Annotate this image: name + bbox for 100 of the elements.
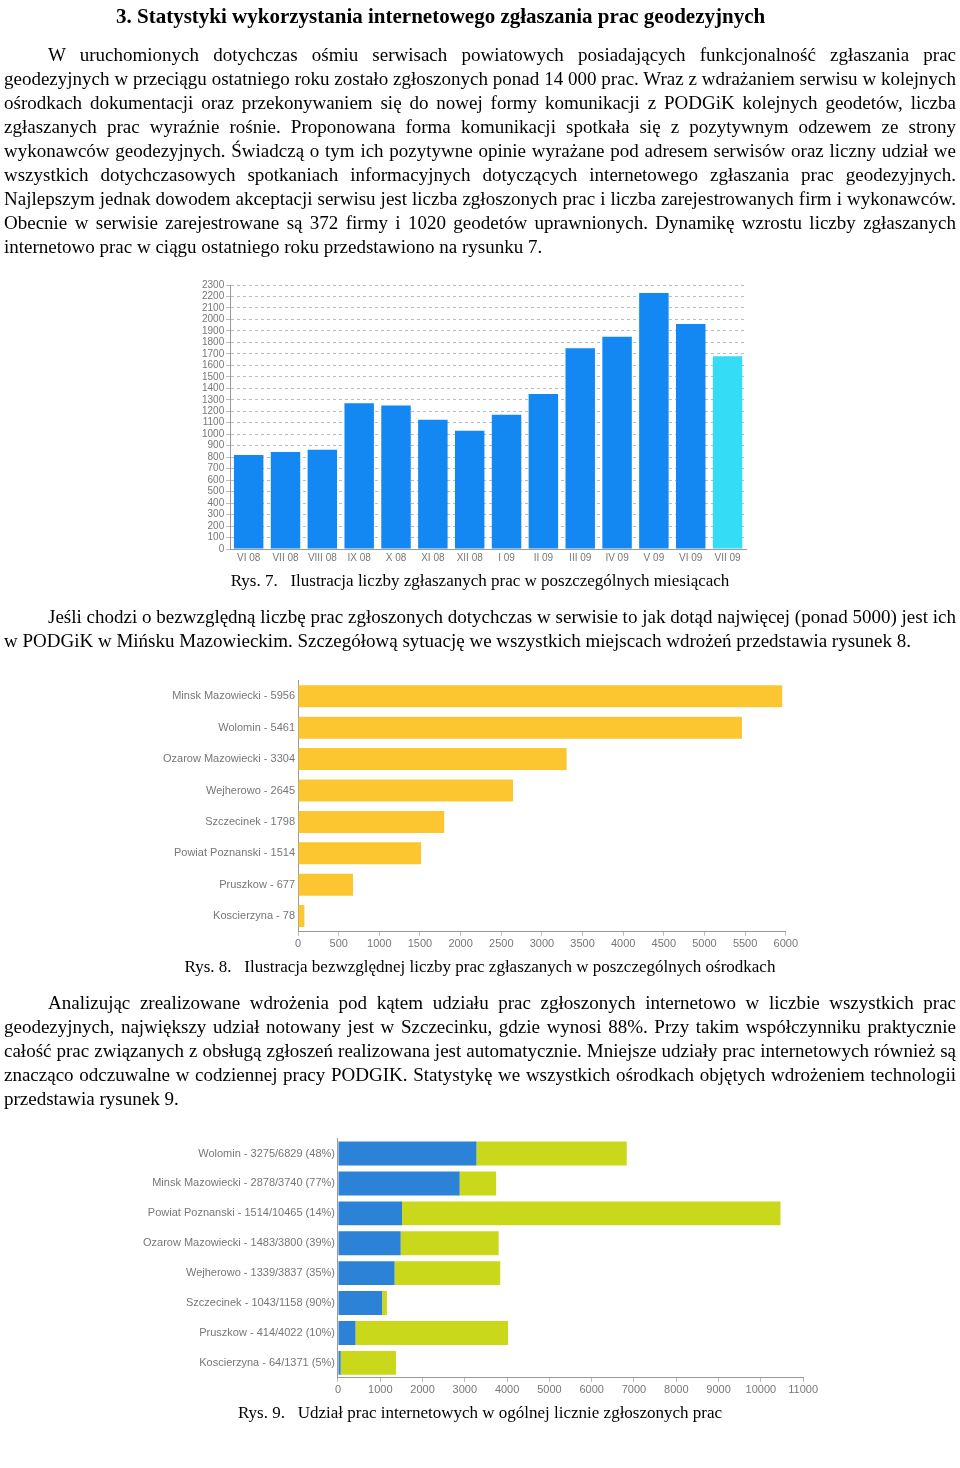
y-tick-label: Wolomin - 5461	[218, 720, 296, 733]
y-tick-label: 900	[207, 439, 225, 451]
y-tick-label: Pruszkow - 414/4022 (10%)	[199, 1325, 335, 1338]
x-tick-label: 1000	[368, 1383, 393, 1396]
bar	[712, 356, 743, 549]
y-tick-label: 2000	[202, 313, 225, 325]
chart-subtitle: Jeśli chodzi o bezwzględną liczbę prac zgłoszonych dotychczas w serwisie to jak dotąd najwięcej (ponad 5000) jest ich w PODGiK w Mińsku Mazowieckim. Szczegółową sytuację we wszystkich miejscach wdrożeń przedstawia rysunek 8.	[4, 605, 956, 653]
y-tick-label: 1900	[202, 324, 225, 336]
bar	[298, 842, 422, 865]
bar	[270, 452, 301, 549]
bar	[338, 1141, 477, 1166]
x-tick-label: 4500	[651, 937, 677, 950]
y-tick-label: Koscierzyna - 78	[213, 909, 296, 922]
x-tick-label: 7000	[621, 1383, 647, 1396]
x-tick-label: V 09	[643, 551, 665, 563]
y-tick-label: 200	[207, 519, 225, 531]
bar	[307, 449, 338, 549]
x-tick-label: 1500	[407, 937, 433, 950]
y-tick-label: Minsk Mazowiecki - 5956	[172, 689, 296, 702]
y-tick-label: Wejherowo - 1339/3837 (35%)	[185, 1266, 335, 1279]
y-tick-label: Koscierzyna - 64/1371 (5%)	[199, 1355, 335, 1368]
bar	[459, 1171, 497, 1196]
y-tick-label: 1600	[202, 359, 225, 371]
bar	[491, 414, 522, 549]
bar	[355, 1320, 509, 1345]
x-tick-label: VIII 08	[307, 551, 338, 563]
y-tick-label: Powiat Poznanski - 1514	[173, 846, 296, 859]
bar	[602, 336, 632, 549]
bar	[233, 454, 264, 549]
bar	[338, 1261, 395, 1286]
bar	[565, 348, 595, 549]
x-tick-label: 4000	[610, 937, 636, 950]
y-tick-label: 1000	[202, 427, 225, 439]
bar	[382, 1291, 387, 1316]
y-tick-label: 800	[207, 450, 225, 462]
x-tick-label: XI 08	[421, 551, 445, 563]
bar	[298, 685, 783, 708]
bar	[639, 293, 669, 549]
y-tick-label: Szczecinek - 1043/1158 (90%)	[185, 1296, 335, 1309]
text: Rys. 8. Ilustracja bezwzględnej liczby prac zgłaszanych w poszczególnych ośrodkach	[183, 957, 777, 977]
y-tick-label: 1100	[202, 416, 225, 428]
x-tick-label: 3000	[529, 937, 555, 950]
y-tick-label: Minsk Mazowiecki - 2878/3740 (77%)	[152, 1176, 335, 1189]
y-tick-label: Ozarow Mazowiecki - 1483/3800 (39%)	[142, 1236, 335, 1249]
x-tick-label: 3000	[452, 1383, 478, 1396]
bar	[298, 716, 742, 739]
y-tick-label: Powiat Poznanski - 1514/10465 (14%)	[147, 1206, 335, 1219]
bar	[298, 779, 514, 802]
y-tick-label: 2100	[202, 301, 225, 313]
bar	[454, 430, 485, 549]
y-tick-label: 1500	[202, 370, 225, 382]
x-tick-label: 5500	[732, 937, 758, 950]
y-tick-label: 1800	[202, 336, 225, 348]
y-tick-label: 1400	[202, 382, 225, 394]
bar	[298, 873, 354, 896]
y-tick-label: Pruszkow - 677	[219, 877, 296, 890]
y-tick-label: 100	[207, 531, 225, 543]
text: Rys. 7. Ilustracja liczby zgłaszanych prac w poszczególnych miesiącach	[229, 571, 731, 591]
x-tick-label: I 09	[498, 551, 516, 563]
bar	[676, 324, 706, 549]
x-tick-label: VI 08	[236, 551, 261, 563]
x-tick-label: 2000	[448, 937, 473, 950]
y-tick-label: Szczecinek - 1798	[205, 814, 296, 827]
y-tick-label: Wolomin - 3275/6829 (48%)	[198, 1146, 335, 1159]
y-tick-label: 2300	[202, 278, 225, 290]
bar	[476, 1141, 627, 1166]
y-tick-label: 1700	[202, 347, 225, 359]
bar	[528, 394, 559, 549]
x-tick-label: 10000	[745, 1383, 777, 1396]
x-tick-label: IV 09	[605, 551, 630, 563]
x-tick-label: II 09	[533, 551, 554, 563]
x-tick-label: 4000	[494, 1383, 520, 1396]
x-tick-label: 6000	[579, 1383, 604, 1396]
bar	[298, 748, 567, 771]
x-tick-label: 11000	[788, 1383, 818, 1396]
x-tick-label: 2500	[489, 937, 514, 950]
bar	[394, 1261, 501, 1286]
y-tick-label: 600	[207, 473, 225, 485]
bar	[401, 1201, 781, 1226]
text: Rys. 9. Udział prac internetowych w ogólnej licznie zgłoszonych prac	[236, 1403, 724, 1423]
bar	[338, 1171, 460, 1196]
bar	[298, 810, 445, 833]
x-tick-label: IX 08	[347, 551, 372, 563]
x-tick-label: 5000	[537, 1383, 562, 1396]
y-tick-label: 1300	[202, 393, 225, 405]
x-tick-label: 3500	[570, 937, 595, 950]
x-tick-label: 2000	[410, 1383, 435, 1396]
x-tick-label: XII 08	[456, 551, 484, 563]
chart-subtitle: Analizując zrealizowane wdrożenia pod kątem udziału prac zgłoszonych internetowo w liczbie wszystkich prac geodezyjnych, największy udział notowany jest w Szczecinku, gdzie wynosi 88%. Przy takim współczynniku praktycznie całość prac związanych z obsługą zgłoszeń realizowana jest automatycznie. Mniejsze udziały prac internetowych również są znacząco odczuwalne w codziennej pracy PODGIK. Statystykę we wszystkich ośrodkach objętych wdrożeniem technologii przedstawia rysunek 9.	[4, 991, 956, 1111]
bar	[418, 419, 448, 549]
bar	[338, 1201, 402, 1226]
y-tick-label: 2200	[202, 290, 225, 302]
x-tick-label: 6000	[773, 937, 799, 950]
bar	[338, 1231, 401, 1256]
x-tick-label: VII 08	[272, 551, 299, 563]
bar	[344, 403, 374, 549]
x-tick-label: VII 09	[714, 551, 742, 563]
y-tick-label: 300	[207, 508, 225, 520]
y-tick-label: 1200	[202, 405, 225, 417]
x-tick-label: VI 09	[679, 551, 703, 563]
